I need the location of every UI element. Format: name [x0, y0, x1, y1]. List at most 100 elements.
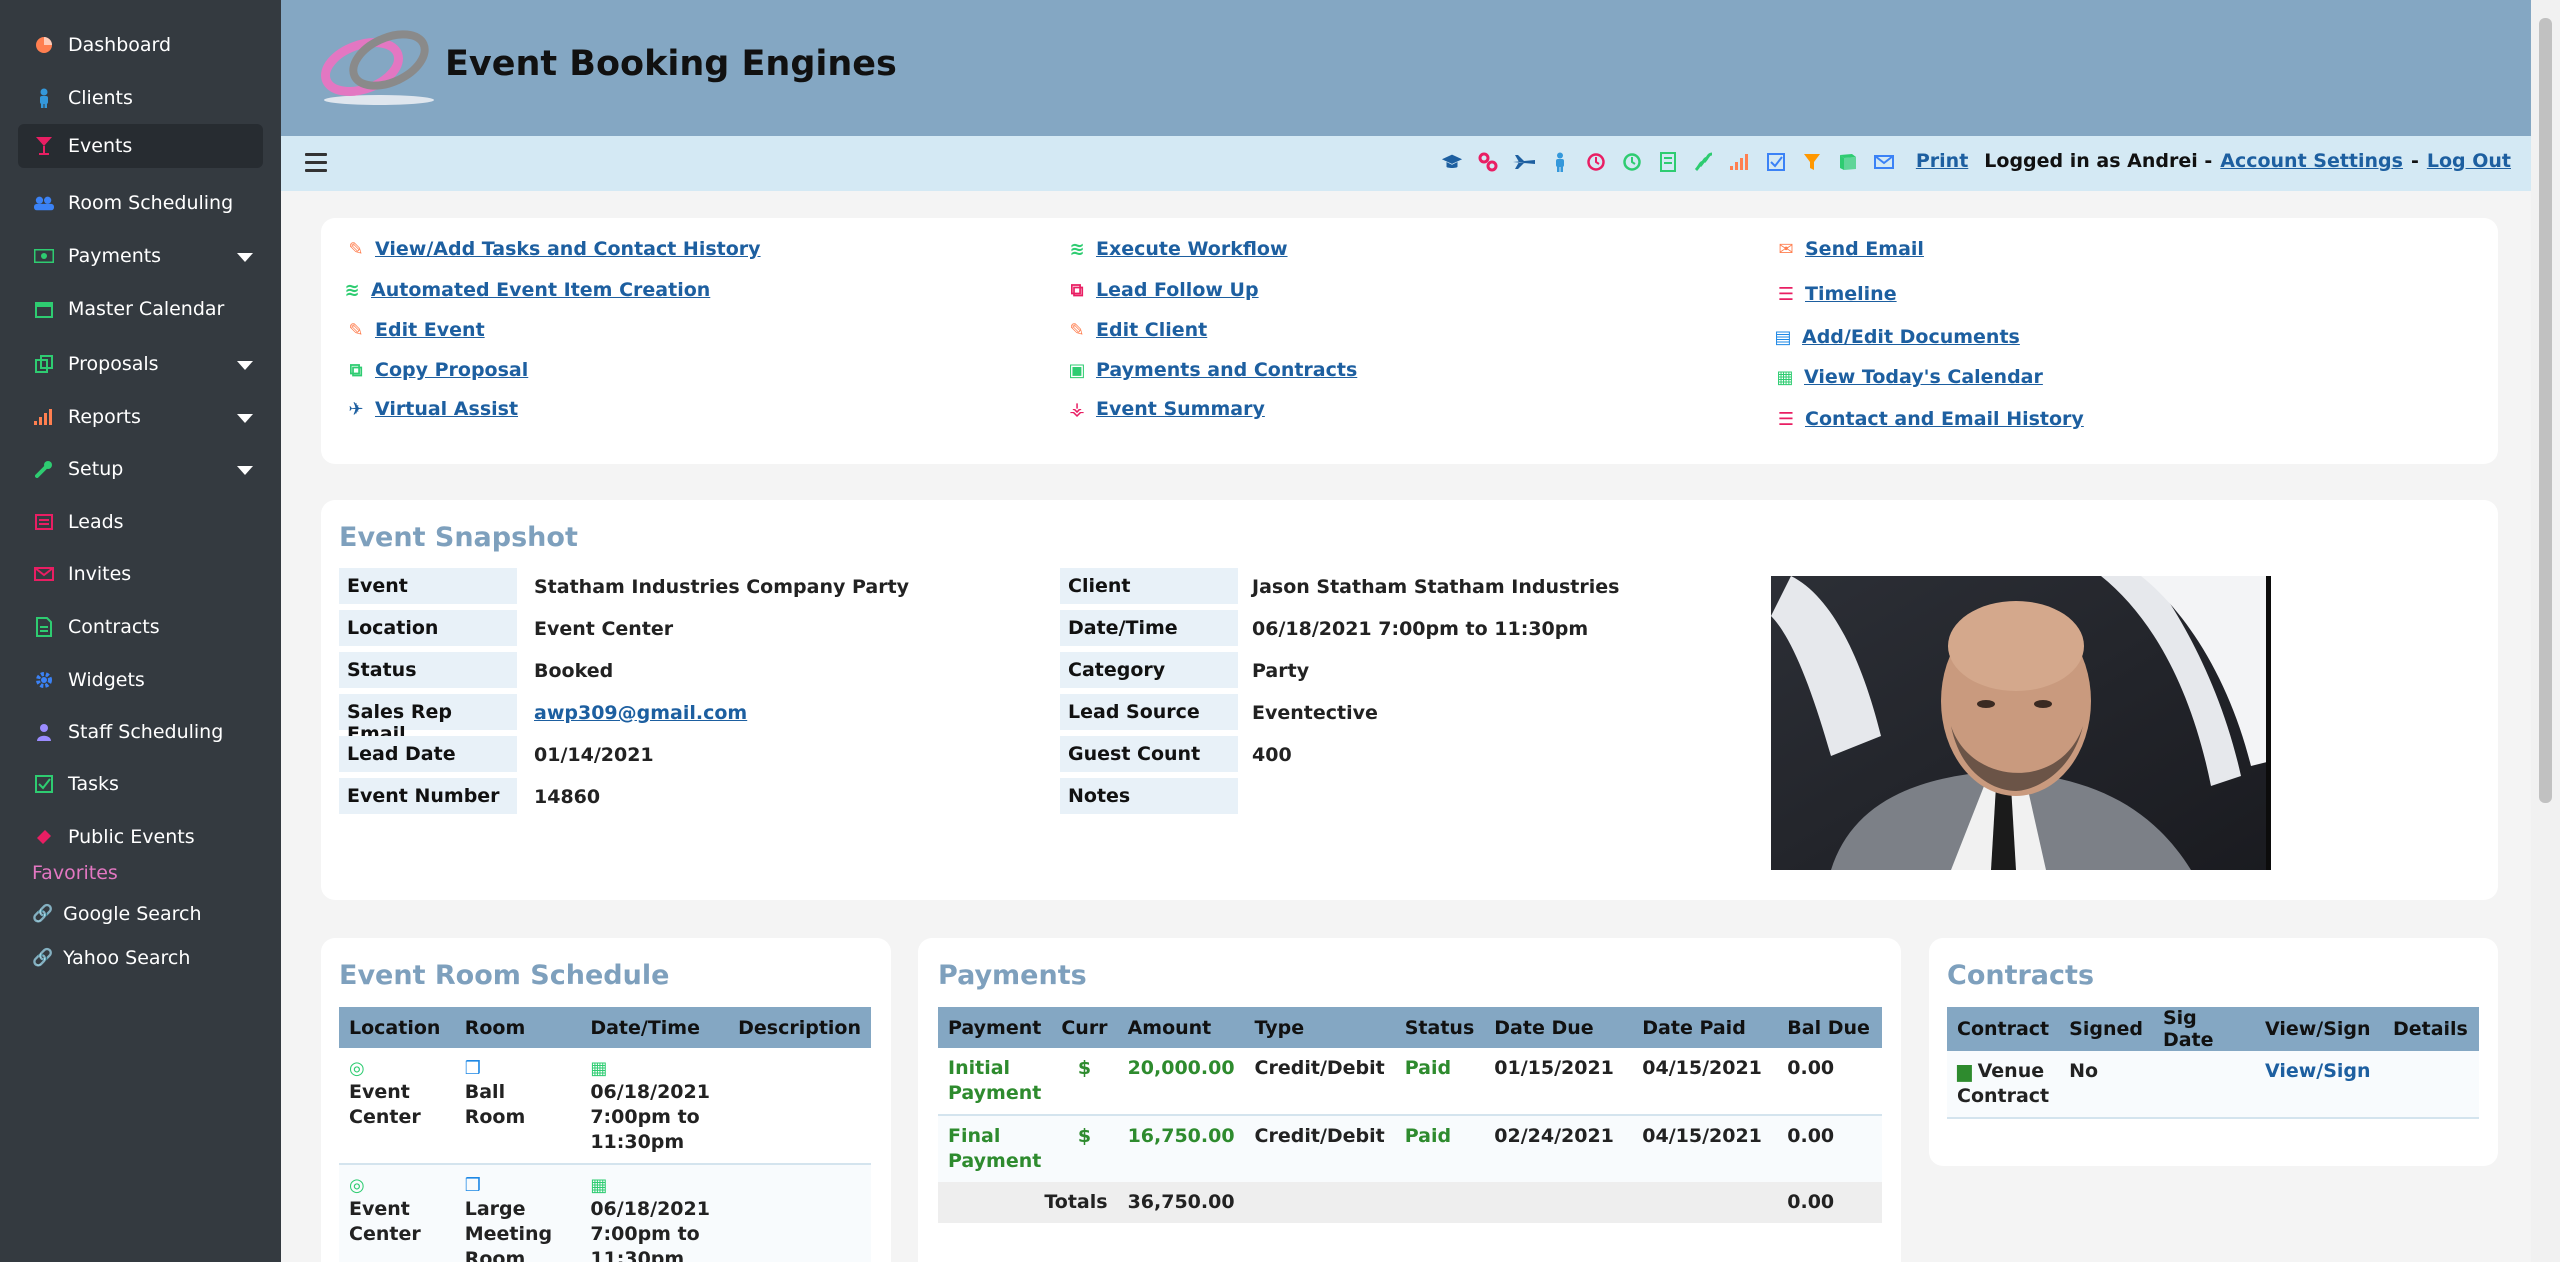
payments-table: Payment Curr Amount Type Status Date Due… — [938, 1007, 1882, 1223]
document-icon: ▆ — [1957, 1060, 1972, 1082]
quick-link-label[interactable]: Execute Workflow — [1096, 238, 1288, 260]
money-stack-icon[interactable] — [1693, 150, 1715, 174]
quick-link-tasks-history[interactable]: ✎ View/Add Tasks and Contact History — [345, 238, 761, 260]
sidebar-item-tasks[interactable]: Tasks — [18, 762, 263, 806]
quick-link-execute-workflow[interactable]: ≋ Execute Workflow — [1066, 238, 1288, 260]
link-icon[interactable] — [1477, 150, 1499, 174]
checkbox-icon[interactable] — [1765, 150, 1787, 174]
clock-icon[interactable] — [1585, 150, 1607, 174]
quick-link-label[interactable]: Timeline — [1805, 283, 1897, 305]
separator: - — [2410, 150, 2419, 172]
quick-link-label[interactable]: Lead Follow Up — [1096, 279, 1259, 301]
edit-icon: ✎ — [1069, 319, 1085, 341]
room-value: Ball Room — [464, 1081, 526, 1128]
quick-link-label[interactable]: Automated Event Item Creation — [371, 279, 711, 301]
envelope-icon[interactable] — [1873, 150, 1895, 174]
page-scrollbar[interactable] — [2531, 0, 2560, 1262]
quick-link-copy-proposal[interactable]: ⧉ Copy Proposal — [345, 359, 529, 381]
payment-cell: Initial Payment — [938, 1048, 1052, 1116]
client-photo — [1771, 576, 2271, 870]
table-row: Final Payment $ 16,750.00 Credit/Debit P… — [938, 1115, 1882, 1182]
quick-link-edit-event[interactable]: ✎ Edit Event — [345, 319, 485, 341]
view-sign-link[interactable]: View/Sign — [2264, 1060, 2371, 1082]
sidebar-item-label: Invites — [68, 563, 132, 585]
sidebar-item-label: Widgets — [68, 669, 145, 691]
sidebar-item-widgets[interactable]: Widgets — [18, 658, 263, 702]
plane-icon[interactable] — [1513, 150, 1535, 174]
person-icon[interactable] — [1549, 150, 1571, 174]
sidebar-item-events[interactable]: Events — [18, 124, 263, 168]
quick-link-label[interactable]: View/Add Tasks and Contact History — [375, 238, 761, 260]
signal-icon[interactable] — [1729, 150, 1751, 174]
quick-link-event-summary[interactable]: ⚶ Event Summary — [1066, 398, 1265, 420]
sidebar-item-leads[interactable]: Leads — [18, 500, 263, 544]
logout-link[interactable]: Log Out — [2426, 150, 2511, 172]
menu-toggle-icon[interactable] — [305, 153, 327, 173]
column-header: Payment — [938, 1007, 1052, 1048]
quick-link-virtual-assist[interactable]: ✈ Virtual Assist — [345, 398, 518, 420]
scrollbar-thumb[interactable] — [2539, 18, 2552, 803]
sidebar-item-contracts[interactable]: Contracts — [18, 605, 263, 649]
quick-link-todays-calendar[interactable]: ▦ View Today's Calendar — [1774, 366, 2043, 388]
quick-link-label[interactable]: Event Summary — [1096, 398, 1265, 420]
quick-link-edit-client[interactable]: ✎ Edit Client — [1066, 319, 1207, 341]
quick-link-label[interactable]: Add/Edit Documents — [1802, 326, 2020, 348]
logo — [321, 30, 434, 105]
snap-value: awp309@gmail.com — [534, 702, 747, 724]
sidebar-item-public-events[interactable]: Public Events — [18, 815, 263, 859]
quick-links-card: ✎ View/Add Tasks and Contact History ≋ Aut… — [321, 218, 2498, 464]
print-link[interactable]: Print — [1915, 150, 1969, 172]
contract-name: Venue Contract — [1957, 1060, 2050, 1107]
snap-label: Status — [339, 652, 517, 688]
document-icon[interactable] — [1657, 150, 1679, 174]
favorite-yahoo-search[interactable]: 🔗 Yahoo Search — [32, 947, 190, 969]
sidebar-item-reports[interactable]: Reports — [18, 395, 263, 439]
quick-link-label[interactable]: Send Email — [1805, 238, 1924, 260]
calendar-icon: ▦ — [590, 1058, 608, 1079]
filter-icon[interactable] — [1801, 150, 1823, 174]
sidebar-item-master-calendar[interactable]: Master Calendar — [18, 287, 263, 331]
contracts-card: Contracts Contract Signed Sig Date View/… — [1929, 938, 2498, 1166]
datetime-value: 06/18/2021 7:00pm to 11:30pm — [590, 1081, 710, 1153]
sidebar-item-payments[interactable]: Payments — [18, 234, 263, 278]
quick-link-documents[interactable]: ▤ Add/Edit Documents — [1772, 326, 2020, 348]
checkbox-icon — [34, 774, 54, 794]
column-header: Details — [2382, 1007, 2479, 1051]
quick-link-lead-follow-up[interactable]: ⧉ Lead Follow Up — [1066, 279, 1259, 301]
sidebar-item-setup[interactable]: Setup — [18, 447, 263, 491]
column-header: Amount — [1117, 1007, 1245, 1048]
sidebar-item-room-scheduling[interactable]: Room Scheduling — [18, 181, 263, 225]
sidebar-item-invites[interactable]: Invites — [18, 552, 263, 596]
column-header: Date Due — [1484, 1007, 1633, 1048]
quick-link-label[interactable]: Copy Proposal — [375, 359, 529, 381]
quick-link-label[interactable]: Edit Client — [1096, 319, 1208, 341]
quick-link-label[interactable]: Payments and Contracts — [1096, 359, 1358, 381]
quick-link-timeline[interactable]: ☰ Timeline — [1775, 283, 1897, 305]
balance-cell: 0.00 — [1777, 1115, 1882, 1182]
group-icon — [34, 193, 54, 213]
section-title: Event Snapshot — [339, 522, 578, 553]
quick-link-contact-email-history[interactable]: ☰ Contact and Email History — [1775, 408, 2084, 430]
sidebar-item-clients[interactable]: Clients — [18, 76, 263, 120]
sidebar-item-dashboard[interactable]: Dashboard — [18, 23, 263, 67]
quick-link-label[interactable]: View Today's Calendar — [1804, 366, 2043, 388]
quick-link-label[interactable]: Edit Event — [375, 319, 485, 341]
list-icon: ☰ — [1777, 408, 1795, 430]
quick-link-label[interactable]: Contact and Email History — [1805, 408, 2084, 430]
table-row: ▆ Venue Contract No View/Sign — [1947, 1051, 2479, 1118]
account-settings-link[interactable]: Account Settings — [2220, 150, 2403, 172]
favorite-google-search[interactable]: 🔗 Google Search — [32, 903, 202, 925]
clock-icon[interactable] — [1621, 150, 1643, 174]
target-icon: ◎ — [349, 1175, 365, 1196]
sidebar-item-staff-scheduling[interactable]: Staff Scheduling — [18, 710, 263, 754]
quick-link-label[interactable]: Virtual Assist — [375, 398, 519, 420]
snap-label: Guest Count — [1060, 736, 1238, 772]
quick-link-automated-item-creation[interactable]: ≋ Automated Event Item Creation — [341, 279, 710, 301]
sidebar-item-proposals[interactable]: Proposals — [18, 342, 263, 386]
copy-icon: ⧉ — [349, 359, 363, 381]
book-icon[interactable] — [1837, 150, 1859, 174]
sales-rep-email-link[interactable]: awp309@gmail.com — [534, 702, 748, 724]
quick-link-payments-contracts[interactable]: ▣ Payments and Contracts — [1066, 359, 1357, 381]
quick-link-send-email[interactable]: ✉ Send Email — [1775, 238, 1924, 260]
graduation-cap-icon[interactable] — [1441, 150, 1463, 174]
